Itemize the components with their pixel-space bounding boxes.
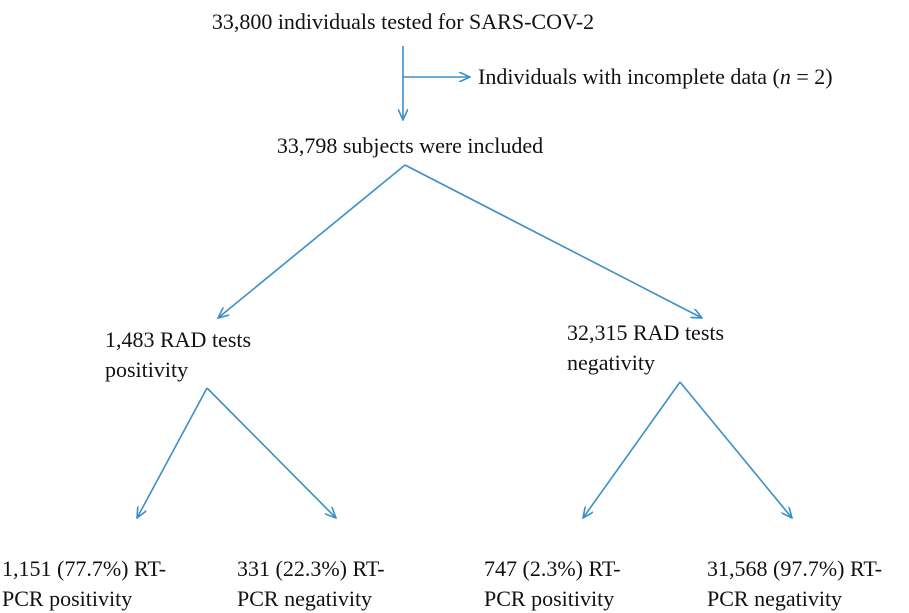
text-part: n (780, 64, 791, 89)
node-label: PCR positivity (2, 586, 132, 611)
node-label: 32,315 RAD tests (567, 320, 724, 345)
node-label: negativity (567, 350, 655, 375)
node-label: 33,800 individuals tested for SARS-COV-2 (212, 9, 594, 34)
node-label: PCR positivity (484, 586, 614, 611)
arrow (583, 381, 681, 518)
node-label: positivity (105, 357, 188, 382)
node-label: 33,798 subjects were included (277, 133, 543, 158)
arrow (404, 164, 702, 318)
text-part: Individuals with incomplete data ( (478, 64, 780, 89)
node-label: PCR negativity (237, 586, 372, 611)
node-label: 331 (22.3%) RT- (237, 556, 385, 581)
connectors (137, 46, 792, 518)
node-label: PCR negativity (707, 586, 842, 611)
node-label: 1,151 (77.7%) RT- (2, 556, 166, 581)
node-label: 31,568 (97.7%) RT- (707, 556, 882, 581)
arrow (679, 381, 792, 518)
text-part: = 2) (791, 64, 833, 89)
arrow (206, 387, 336, 518)
arrow (218, 164, 406, 318)
arrow (137, 387, 208, 518)
exclusion-label: Individuals with incomplete data (n = 2) (478, 64, 833, 89)
node-label: 747 (2.3%) RT- (484, 556, 621, 581)
node-label: 1,483 RAD tests (105, 327, 251, 352)
